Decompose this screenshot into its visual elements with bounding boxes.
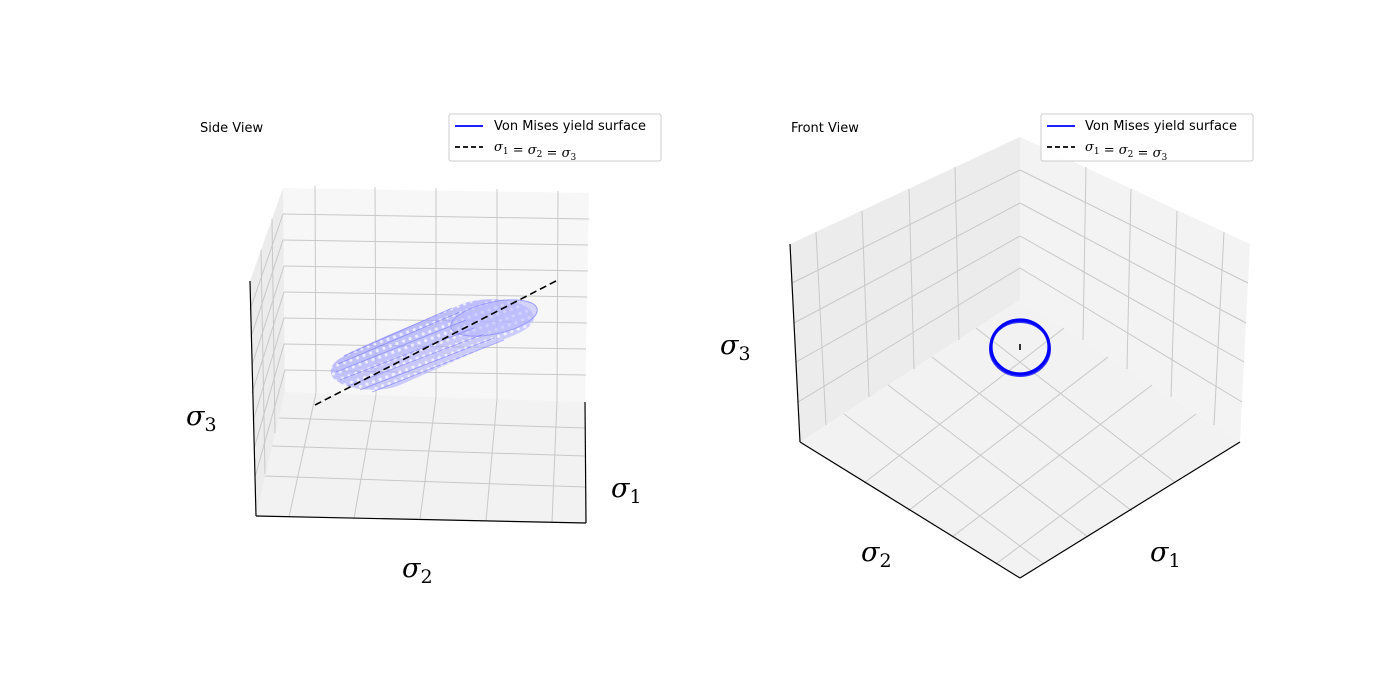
side-x-axis-label: σ1 <box>611 473 642 508</box>
side-y-axis-label: σ2 <box>402 553 433 588</box>
side-z-axis-line <box>249 280 257 517</box>
front-left-pane <box>790 137 1020 442</box>
front-y-axis-line <box>799 441 1021 579</box>
front-x-axis-label: σ1 <box>1150 537 1181 572</box>
front-legend: Von Mises yield surface σ1 = σ2 = σ3 <box>1040 113 1254 163</box>
front-grid <box>791 166 1249 565</box>
side-z-axis-label: σ3 <box>186 401 217 436</box>
side-legend-label-hydrostatic: σ1 = σ2 = σ3 <box>494 140 576 163</box>
side-hydrostatic-line <box>314 280 557 406</box>
front-floor-pane <box>800 300 1240 578</box>
front-right-pane <box>1020 137 1250 442</box>
front-legend-box <box>1040 113 1254 162</box>
side-legend: Von Mises yield surface σ1 = σ2 = σ3 <box>448 113 662 163</box>
side-y-axis-line <box>584 401 587 524</box>
side-legend-label-surface: Von Mises yield surface <box>494 119 646 134</box>
side-view-title: Side View <box>200 121 263 136</box>
side-legend-box <box>448 113 662 162</box>
front-yield-surface <box>989 318 1051 377</box>
front-x-axis-line <box>1019 441 1241 579</box>
front-z-axis-label: σ3 <box>720 330 751 365</box>
front-view-panel: Front View σ1 σ2 σ3 Von Mises yield surf… <box>720 113 1254 579</box>
front-legend-label-surface: Von Mises yield surface <box>1085 119 1237 134</box>
front-view-title: Front View <box>791 121 859 136</box>
side-view-panel: Side View σ1 σ2 σ3 Von Mises yield surfa… <box>186 113 662 588</box>
side-x-axis-line <box>255 515 587 524</box>
front-y-axis-label: σ2 <box>861 537 892 572</box>
side-yield-surface <box>330 299 538 393</box>
front-z-axis-line <box>789 243 801 443</box>
side-floor-pane <box>256 392 586 523</box>
front-legend-label-hydrostatic: σ1 = σ2 = σ3 <box>1085 140 1167 163</box>
